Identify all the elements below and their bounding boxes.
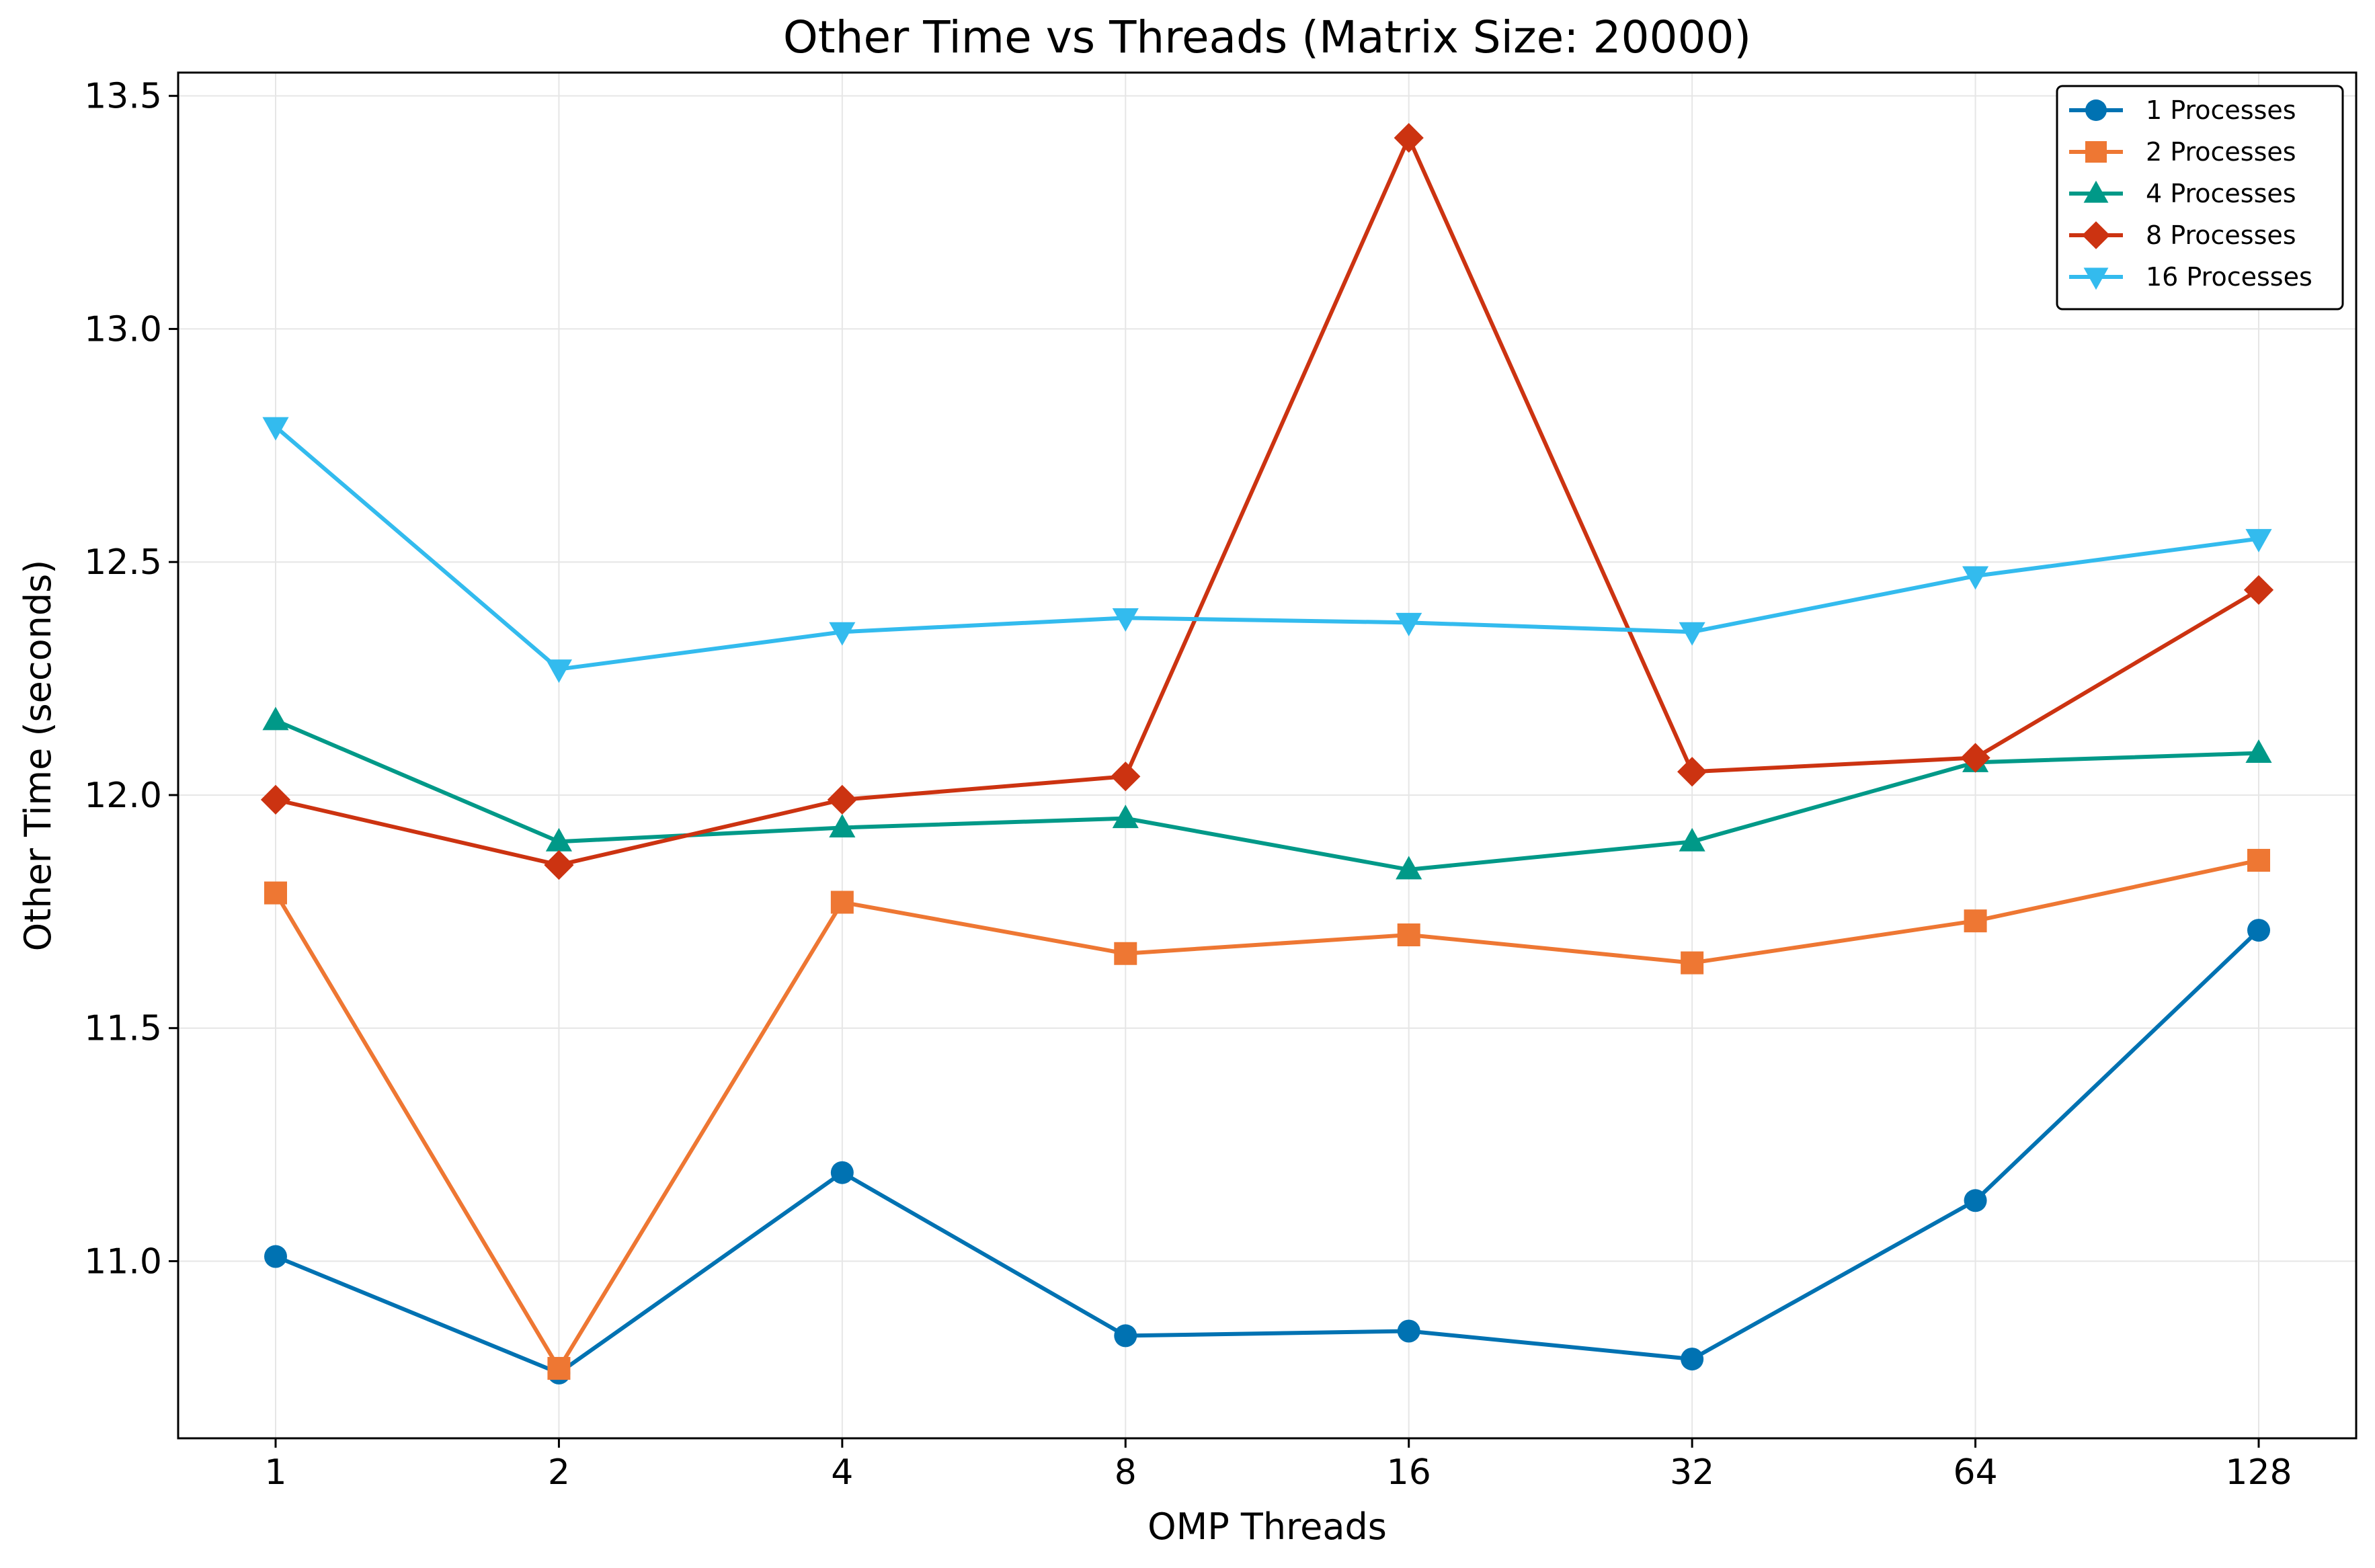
legend-marker <box>2082 221 2110 249</box>
series-group <box>260 122 2274 1385</box>
data-point <box>264 881 287 905</box>
axis-ticks: 1 2 4 8 16 32 64 128 11.0 11.5 12.0 12.5 13.0 13.5 <box>84 77 2292 1493</box>
legend-marker <box>2083 180 2109 203</box>
y-tick-label: 13.5 <box>84 77 162 117</box>
legend-label: 1 Processes <box>2146 95 2296 125</box>
y-axis-label: Other Time (seconds) <box>17 560 59 952</box>
data-point <box>264 1245 287 1268</box>
data-point <box>1677 757 1707 787</box>
data-point <box>1397 1319 1420 1343</box>
series-line <box>274 425 2259 671</box>
x-tick-label: 16 <box>1387 1452 1431 1493</box>
data-point <box>1964 1189 1987 1212</box>
data-point <box>1114 1324 1137 1348</box>
y-tick-label: 12.5 <box>84 542 162 583</box>
data-point <box>547 1356 571 1380</box>
data-point <box>2243 575 2274 605</box>
y-tick-label: 12.0 <box>84 776 162 816</box>
legend-label: 4 Processes <box>2146 179 2296 208</box>
x-tick-label: 32 <box>1670 1452 1714 1493</box>
legend-box <box>2056 85 2344 311</box>
data-point <box>1962 566 1989 590</box>
data-point <box>2245 529 2272 552</box>
chart-title: Other Time vs Threads (Matrix Size: 2000… <box>783 11 1751 63</box>
data-point <box>544 850 574 880</box>
data-point <box>262 417 289 441</box>
data-point <box>827 784 857 815</box>
data-point <box>545 827 572 852</box>
data-point <box>545 659 572 684</box>
series-line <box>275 136 2260 867</box>
legend-label: 8 Processes <box>2146 220 2296 250</box>
series-line <box>274 928 2261 1375</box>
data-point <box>1111 761 1141 792</box>
data-point <box>260 784 291 815</box>
data-point <box>1681 1348 1704 1371</box>
legend-label: 16 Processes <box>2146 262 2312 292</box>
legend: 1 Processes 2 Processes 4 Processes 8 Proce… <box>2056 85 2344 311</box>
data-point <box>1679 827 1705 852</box>
x-tick-label: 4 <box>831 1452 853 1493</box>
legend-label: 2 Processes <box>2146 137 2296 167</box>
data-point <box>1112 608 1139 632</box>
x-tick-label: 1 <box>264 1452 286 1493</box>
data-point <box>829 814 856 837</box>
data-point <box>2247 919 2270 942</box>
data-point <box>1964 909 1987 933</box>
data-point <box>830 1161 854 1184</box>
data-point <box>1679 622 1705 646</box>
legend-marker <box>2083 267 2109 290</box>
data-point <box>1396 856 1422 880</box>
data-point <box>1114 942 1137 965</box>
data-point <box>1397 923 1420 947</box>
series-line <box>274 718 2259 872</box>
legend-marker <box>2085 141 2107 163</box>
data-point <box>1681 951 1704 975</box>
data-point <box>1112 804 1139 829</box>
plot-frame <box>177 71 2358 1440</box>
data-point <box>262 706 289 731</box>
x-tick-label: 64 <box>1953 1452 1997 1493</box>
series-line <box>274 858 2259 1370</box>
y-tick-label: 11.5 <box>84 1009 162 1049</box>
x-tick-label: 2 <box>548 1452 570 1493</box>
legend-marker <box>2085 99 2107 121</box>
y-tick-label: 11.0 <box>84 1241 162 1282</box>
data-point <box>1960 743 1990 773</box>
data-point <box>2245 739 2272 763</box>
y-tick-label: 13.0 <box>84 309 162 349</box>
x-axis-label: OMP Threads <box>1148 1505 1387 1548</box>
data-point <box>1394 122 1424 153</box>
x-tick-label: 8 <box>1115 1452 1137 1493</box>
data-point <box>829 622 856 646</box>
x-tick-label: 128 <box>2225 1452 2292 1493</box>
data-point <box>2247 849 2270 872</box>
data-point <box>830 891 854 914</box>
data-point <box>1396 612 1422 636</box>
